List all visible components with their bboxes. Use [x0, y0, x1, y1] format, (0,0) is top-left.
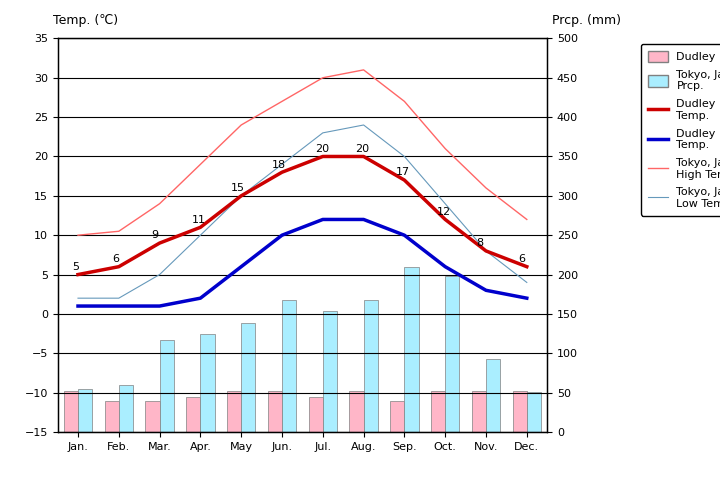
Bar: [104, 400, 119, 432]
Bar: [227, 391, 241, 432]
Text: 17: 17: [396, 168, 410, 178]
Bar: [145, 400, 160, 432]
Bar: [241, 324, 256, 432]
Bar: [527, 392, 541, 432]
Text: 6: 6: [518, 254, 526, 264]
Bar: [268, 391, 282, 432]
Bar: [445, 276, 459, 432]
Bar: [431, 391, 445, 432]
Bar: [486, 359, 500, 432]
Bar: [282, 300, 297, 432]
Bar: [119, 385, 133, 432]
Bar: [160, 340, 174, 432]
Text: 9: 9: [151, 230, 158, 240]
Bar: [513, 391, 527, 432]
Text: 11: 11: [192, 215, 206, 225]
Bar: [308, 396, 323, 432]
Text: 5: 5: [72, 262, 79, 272]
Bar: [78, 389, 92, 432]
Text: 20: 20: [315, 144, 329, 154]
Text: 18: 18: [271, 159, 286, 169]
Text: Temp. (℃): Temp. (℃): [53, 13, 118, 26]
Text: Prcp. (mm): Prcp. (mm): [552, 13, 621, 26]
Bar: [405, 267, 418, 432]
Legend: Dudley Prcp., Tokyo, Japan
Prcp., Dudley High
Temp., Dudley Low
Temp., Tokyo, Ja: Dudley Prcp., Tokyo, Japan Prcp., Dudley…: [641, 44, 720, 216]
Text: 15: 15: [231, 183, 245, 193]
Bar: [63, 391, 78, 432]
Text: 8: 8: [476, 238, 483, 248]
Bar: [349, 391, 364, 432]
Text: 6: 6: [113, 254, 120, 264]
Bar: [364, 300, 378, 432]
Text: 12: 12: [437, 207, 451, 217]
Bar: [323, 311, 337, 432]
Bar: [186, 396, 200, 432]
Bar: [472, 391, 486, 432]
Text: 20: 20: [356, 144, 369, 154]
Bar: [390, 400, 405, 432]
Bar: [200, 334, 215, 432]
